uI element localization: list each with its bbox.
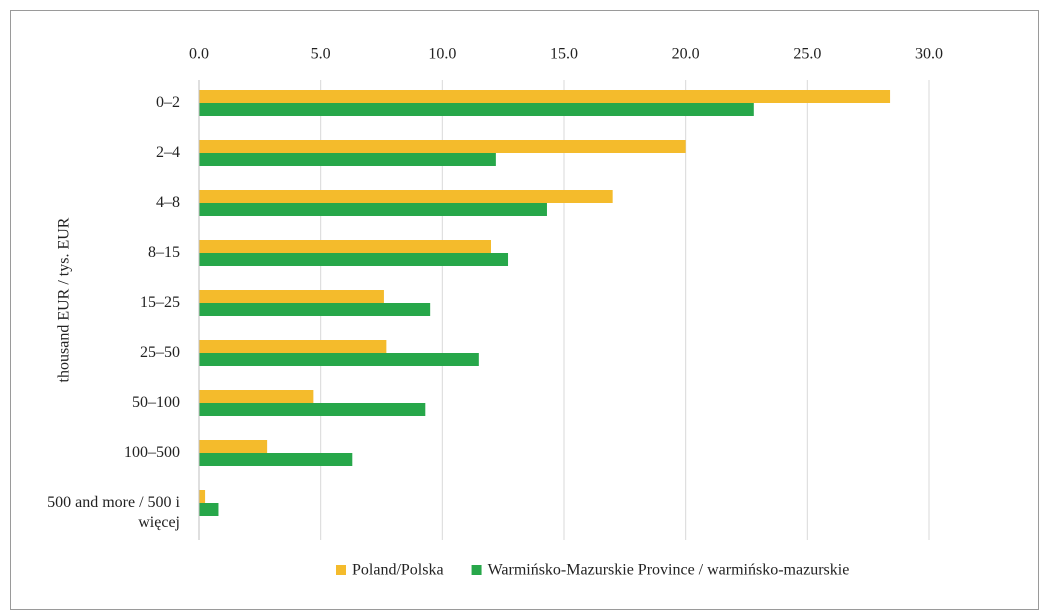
bar xyxy=(199,503,219,516)
legend-swatch xyxy=(336,565,346,575)
x-tick-label: 10.0 xyxy=(428,46,456,63)
bar xyxy=(199,90,891,103)
y-tick-label: 8–15 xyxy=(148,244,180,261)
y-tick-label: 500 and more / 500 i więcej xyxy=(47,494,180,531)
x-tick-label: 5.0 xyxy=(311,46,331,63)
y-tick-label: 4–8 xyxy=(156,194,180,211)
bar xyxy=(199,190,613,203)
y-tick-label: 0–2 xyxy=(156,94,180,111)
bar xyxy=(199,103,754,116)
bar xyxy=(199,490,206,503)
legend-label: Poland/Polska xyxy=(352,562,444,579)
bar xyxy=(199,390,314,403)
bar xyxy=(199,340,387,353)
bar xyxy=(199,153,496,166)
bar xyxy=(199,353,479,366)
x-tick-label: 30.0 xyxy=(915,46,943,63)
y-tick-label: 100–500 xyxy=(124,444,180,461)
x-tick-label: 15.0 xyxy=(550,46,578,63)
bar xyxy=(199,240,491,253)
legend-swatch xyxy=(471,565,482,575)
y-tick-label: 50–100 xyxy=(132,394,180,411)
y-tick-label: 25–50 xyxy=(140,344,180,361)
x-tick-label: 20.0 xyxy=(672,46,700,63)
bar xyxy=(199,290,384,303)
axis-label: thousand EUR / tys. EUR xyxy=(56,217,73,382)
bar xyxy=(199,303,431,316)
bar xyxy=(199,440,268,453)
legend-label: Warmińsko-Mazurskie Province / warmińsko… xyxy=(488,562,850,579)
bar xyxy=(199,453,353,466)
x-tick-label: 25.0 xyxy=(793,46,821,63)
y-tick-label: 2–4 xyxy=(156,144,180,161)
bar xyxy=(199,403,426,416)
bar xyxy=(199,140,686,153)
bar xyxy=(199,203,547,216)
y-tick-label: 15–25 xyxy=(140,294,180,311)
x-tick-label: 0.0 xyxy=(189,46,209,63)
bar xyxy=(199,253,509,266)
